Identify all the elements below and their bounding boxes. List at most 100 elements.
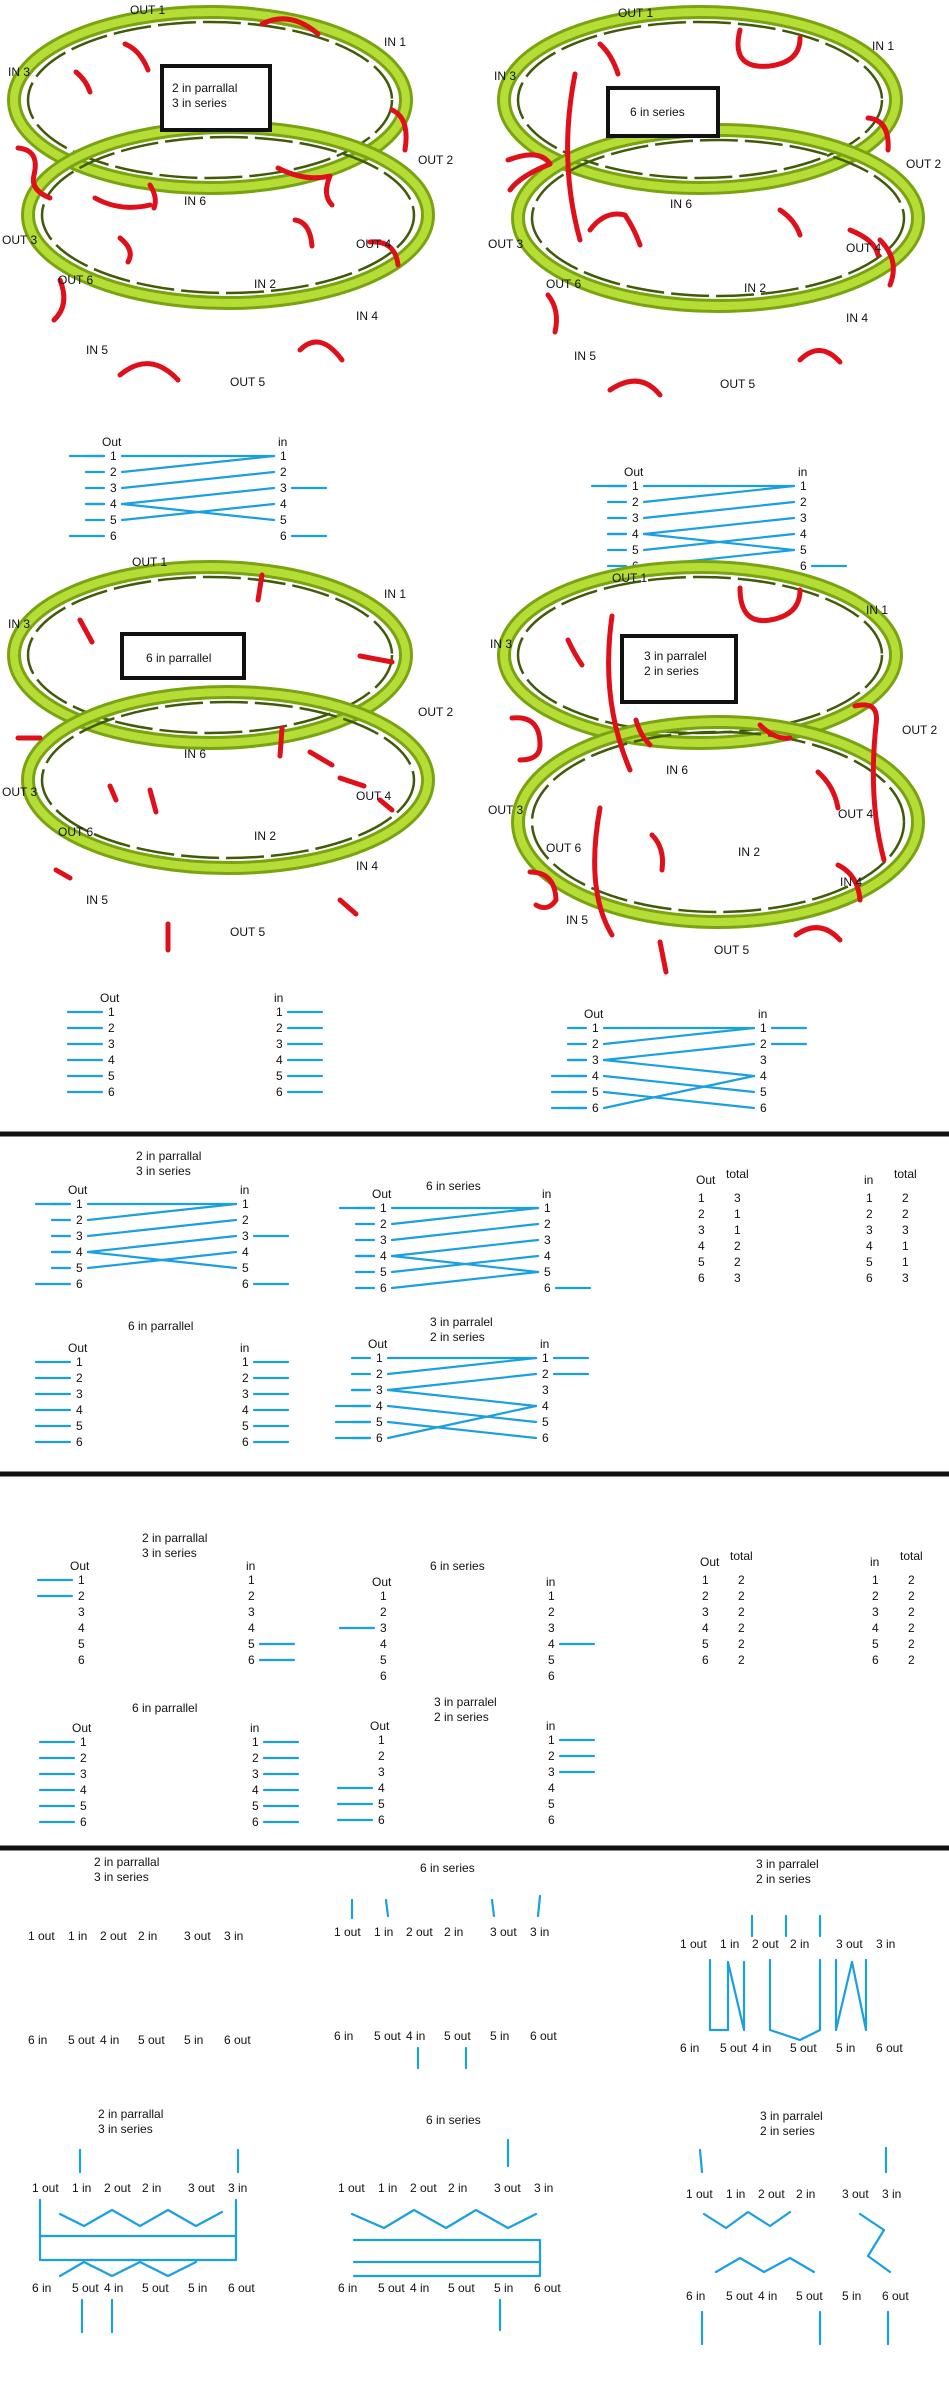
in-terminal-5: 5 [548, 1797, 555, 1811]
terminal-lead [536, 1894, 542, 1918]
bottom-terminal-2-1: 6 in [334, 2029, 353, 2043]
top-terminal-4-2: 1 in [72, 2181, 91, 2195]
in-terminal-4: 4 [248, 1621, 255, 1635]
out-total-b-value-3: 2 [738, 1605, 745, 1619]
config-label-s4-1: 2 in parrallal 3 in series [94, 1855, 159, 1884]
wire-out2-in1 [86, 1202, 238, 1222]
in-terminal-4: 4 [280, 497, 287, 511]
svg-text:OUT 6: OUT 6 [58, 825, 93, 839]
out-terminal-5: 5 [378, 1797, 385, 1811]
wire-out5-in6 [602, 1090, 756, 1110]
svg-text:IN 6: IN 6 [184, 747, 206, 761]
top-terminal-2-5: 3 out [490, 1925, 517, 1939]
in-terminal-4: 4 [242, 1403, 249, 1417]
bottom-terminal-4-5: 5 in [188, 2281, 207, 2295]
top-terminal-4-1: 1 out [32, 2181, 59, 2195]
svg-text:OUT 2: OUT 2 [902, 723, 937, 737]
in-terminal-6: 6 [280, 529, 287, 543]
top-terminal-3-2: 1 in [720, 1937, 739, 1951]
schematic-s2-1: Out in1 12 23 34 45 56 6 [34, 1183, 290, 1291]
in-terminal-1: 1 [760, 1021, 767, 1035]
svg-text:OUT 4: OUT 4 [846, 241, 881, 255]
in-terminal-2: 2 [544, 1217, 551, 1231]
out-terminal-1: 1 [376, 1351, 383, 1365]
config-label-s3-3: 6 in parrallel [132, 1701, 197, 1715]
out-total-row-2: 2 [698, 1207, 705, 1221]
wire-out3-in2 [602, 1042, 756, 1062]
top-terminal-5-5: 3 out [494, 2181, 521, 2195]
in-terminal-6: 6 [542, 1431, 549, 1445]
in-terminal-6: 6 [252, 1815, 259, 1829]
in-terminal-5: 5 [242, 1261, 249, 1275]
out-terminal-3: 3 [110, 481, 117, 495]
in-terminal-1: 1 [252, 1735, 259, 1749]
out-total-b-header: Out [700, 1555, 720, 1569]
config-label-s2-1: 2 in parrallal 3 in series [136, 1149, 201, 1178]
out-total-b-row-6: 6 [702, 1653, 709, 1667]
wire-out4-in3 [120, 486, 276, 506]
in-terminal-2: 2 [548, 1749, 555, 1763]
in-total-value-6: 3 [902, 1271, 909, 1285]
config-label-s4-2: 6 in series [420, 1861, 475, 1875]
schematic-s3-3: Out in1 12 23 34 45 56 6 [38, 1721, 300, 1829]
out-total-b-row-1: 1 [702, 1573, 709, 1587]
out-total-value-4: 2 [734, 1239, 741, 1253]
out-terminal-1: 1 [378, 1733, 385, 1747]
out-header: Out [624, 465, 644, 479]
config-label-s2-4: 3 in parralel 2 in series [430, 1315, 493, 1344]
wire-out3-in4 [602, 1058, 756, 1078]
in-terminal-6: 6 [760, 1101, 767, 1115]
ring-assembly-6-in-series [497, 5, 925, 398]
in-total-value-1: 2 [902, 1191, 909, 1205]
in-terminal-2: 2 [760, 1037, 767, 1051]
top-terminal-6-3: 2 out [758, 2187, 785, 2201]
out-header: Out [372, 1575, 392, 1589]
bottom-terminal-2-4: 5 out [444, 2029, 471, 2043]
in-total-b-total-header: total [900, 1549, 923, 1563]
bottom-terminal-3-2: 5 out [720, 2041, 747, 2055]
out-terminal-4: 4 [632, 527, 639, 541]
in-terminal-6: 6 [276, 1085, 283, 1099]
out-total-header: Out [696, 1173, 716, 1187]
svg-text:IN 4: IN 4 [356, 859, 378, 873]
svg-text:OUT 1: OUT 1 [612, 571, 647, 585]
out-terminal-3: 3 [380, 1233, 387, 1247]
in-total-row-2: 2 [866, 1207, 873, 1221]
out-terminal-1: 1 [78, 1573, 85, 1587]
in-terminal-1: 1 [542, 1351, 549, 1365]
top-terminal-5-3: 2 out [410, 2181, 437, 2195]
out-terminal-4: 4 [110, 497, 117, 511]
config-label-s2-3: 6 in parrallel [128, 1319, 193, 1333]
svg-text:OUT 1: OUT 1 [130, 3, 165, 17]
top-terminal-6-1: 1 out [686, 2187, 713, 2201]
out-terminal-3: 3 [592, 1053, 599, 1067]
in-terminal-5: 5 [760, 1085, 767, 1099]
svg-text:IN 3: IN 3 [494, 69, 516, 83]
svg-text:OUT 3: OUT 3 [2, 233, 37, 247]
top-terminal-3-4: 2 in [790, 1937, 809, 1951]
in-terminal-1: 1 [548, 1589, 555, 1603]
out-terminal-4: 4 [380, 1249, 387, 1263]
in-total-b-value-3: 2 [908, 1605, 915, 1619]
out-terminal-3: 3 [632, 511, 639, 525]
svg-text:IN 4: IN 4 [840, 875, 862, 889]
out-terminal-5: 5 [380, 1653, 387, 1667]
svg-text:OUT 3: OUT 3 [2, 785, 37, 799]
parallel-bracket [708, 1958, 868, 2042]
wire-out3-in2 [120, 470, 276, 490]
bottom-terminal-2-3: 4 in [406, 2029, 425, 2043]
in-terminal-2: 2 [242, 1371, 249, 1385]
out-terminal-6: 6 [592, 1101, 599, 1115]
bottom-terminal-6-3: 4 in [758, 2289, 777, 2303]
in-terminal-1: 1 [248, 1573, 255, 1587]
config-label-3-parallel-2-series: 3 in parralel 2 in series [644, 649, 707, 678]
svg-text:OUT 6: OUT 6 [58, 273, 93, 287]
svg-text:IN 6: IN 6 [670, 197, 692, 211]
svg-text:IN 5: IN 5 [566, 913, 588, 927]
bottom-terminal-6-5: 5 in [842, 2289, 861, 2303]
in-terminal-3: 3 [800, 511, 807, 525]
out-total-b-row-3: 3 [702, 1605, 709, 1619]
in-terminal-1: 1 [800, 479, 807, 493]
in-terminal-5: 5 [248, 1637, 255, 1651]
bottom-terminal-4-3: 4 in [104, 2281, 123, 2295]
